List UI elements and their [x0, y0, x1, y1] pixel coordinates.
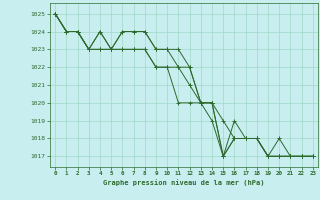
X-axis label: Graphe pression niveau de la mer (hPa): Graphe pression niveau de la mer (hPa) — [103, 179, 265, 186]
